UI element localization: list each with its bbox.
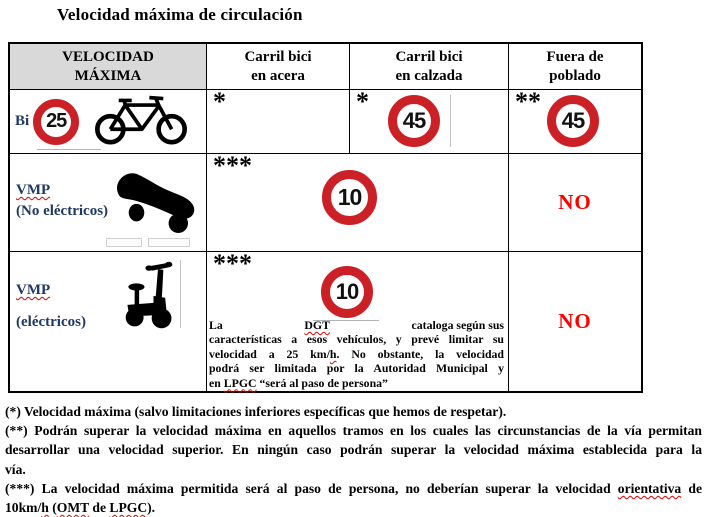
sign-25-value: 25 [46, 110, 67, 132]
footnote-text: de [681, 480, 702, 496]
row-bici-fuera-cell: ** 45 [509, 87, 641, 154]
bicycle-icon [94, 93, 188, 150]
footnote-text: ( [48, 500, 57, 516]
image-placeholder-artifact [148, 238, 190, 247]
sign-45-value: 45 [402, 108, 427, 133]
footnote-marker-vmp: *** [213, 151, 252, 180]
speed-limit-sign-25-icon: 25 [33, 98, 80, 145]
speed-table: VELOCIDAD MÁXIMA Carril bici en acera Ca… [8, 42, 643, 393]
speed-limit-sign-10-icon: 10 [321, 266, 373, 318]
footnote-2-line1: (**) Podrán superar la velocidad máxima … [5, 423, 702, 439]
header-velocidad-maxima: VELOCIDAD MÁXIMA [10, 44, 207, 90]
footnote-marker-vmp: *** [213, 249, 252, 278]
row-vmp-electricos-label-cell: VMP (eléctricos) [10, 252, 207, 391]
footnote-text: 10km/ [5, 500, 42, 516]
footnote-marker-acera: * [213, 87, 226, 116]
desc-word: La [209, 318, 223, 332]
row-vmp-electricos-fuera-cell: NO [509, 252, 641, 391]
speed-limit-sign-10-icon: 10 [322, 170, 377, 225]
header-fuera-de-poblado: Fuera de poblado [509, 44, 641, 90]
footnote-text: ). [147, 500, 156, 516]
sign-45-value: 45 [561, 108, 586, 133]
vmp-sublabel: (eléctricos) [16, 314, 86, 330]
dgt-description-line1: La DGT cataloga según sus [209, 318, 504, 332]
footnote-text-h: h [41, 500, 49, 516]
footnote-3-line2: 10km/h (OMT de LPGC). [5, 498, 702, 517]
no-value: NO [558, 190, 592, 214]
electric-scooter-icon [122, 260, 176, 335]
desc-text: en [209, 375, 224, 390]
vmp-label: VMP [16, 282, 51, 298]
footnotes: (*) Velocidad máxima (salvo limitaciones… [5, 402, 702, 517]
vmp-sublabel: (No eléctricos) [16, 203, 109, 219]
footnote-marker-calzada: * [356, 87, 369, 116]
dgt-description-line5: en LPGC “será al paso de persona” [209, 376, 504, 390]
speed-limit-sign-45-icon: 45 [547, 95, 599, 147]
dgt-description-line4: podrá ser limitada por la Autoridad Muni… [209, 361, 504, 376]
footnote-1: (*) Velocidad máxima (salvo limitaciones… [5, 404, 507, 419]
desc-text: . No obstante, la velocidad [336, 346, 504, 361]
dgt-description: La DGT cataloga según sus característica… [209, 318, 504, 390]
image-underline-artifact [313, 320, 379, 321]
skateboard-icon [110, 164, 198, 239]
image-edge-artifact [450, 95, 451, 147]
row-vmp-no-electricos-fuera-cell: NO [509, 154, 641, 252]
row-bici-acera-cell: * [207, 87, 350, 154]
footnote-text-omt: OMT [56, 500, 89, 516]
desc-word: cataloga según sus [411, 318, 504, 332]
desc-text-lpgc: LPGC [223, 375, 257, 390]
footnote-text-lpgc: LPGC [109, 500, 148, 516]
bici-label: Bi [15, 113, 30, 129]
footnote-3-line1: (***) La velocidad máxima permitida será… [5, 479, 702, 498]
image-placeholder-artifact [106, 238, 142, 247]
footnote-text: (***) La velocidad máxima permitida será… [5, 480, 618, 496]
desc-text: “será al paso de persona” [256, 375, 388, 390]
footnote-2-line3: vía. [5, 461, 26, 477]
desc-text-h: h [329, 346, 337, 361]
desc-text: velocidad a 25 km/ [209, 346, 330, 361]
no-value: NO [558, 309, 592, 333]
sign-10-value: 10 [335, 279, 360, 304]
row-bici-label-cell: Bi 25 [10, 90, 207, 154]
footnote-2-line2: desarrollar una velocidad superior. En n… [5, 442, 702, 458]
image-underline-artifact [37, 149, 101, 150]
header-carril-bici-acera: Carril bici en acera [207, 44, 350, 90]
dgt-description-line2: características a esos vehículos, y prev… [209, 332, 504, 347]
image-edge-artifact [180, 260, 181, 328]
sign-10-value: 10 [337, 184, 363, 210]
footnote-marker-fuera: ** [515, 87, 541, 116]
row-bici-calzada-cell: * 45 [350, 87, 509, 154]
speed-limit-sign-45-icon: 45 [388, 95, 440, 147]
vmp-label: VMP [16, 182, 51, 198]
row-vmp-no-electricos-label-cell: VMP (No eléctricos) [10, 154, 207, 252]
dgt-description-line3: velocidad a 25 km/h. No obstante, la vel… [209, 347, 504, 361]
row-vmp-electricos-carril-cell: *** 10 La DGT cataloga según sus caracte… [207, 249, 509, 391]
footnote-text-orientativa: orientativa [617, 480, 682, 496]
page-title: Velocidad máxima de circulación [57, 5, 303, 24]
desc-word-dgt: DGT [304, 318, 330, 332]
header-carril-bici-calzada: Carril bici en calzada [350, 44, 509, 90]
row-vmp-no-electricos-carril-cell: *** 10 [207, 151, 509, 252]
footnote-text: de [89, 500, 110, 516]
